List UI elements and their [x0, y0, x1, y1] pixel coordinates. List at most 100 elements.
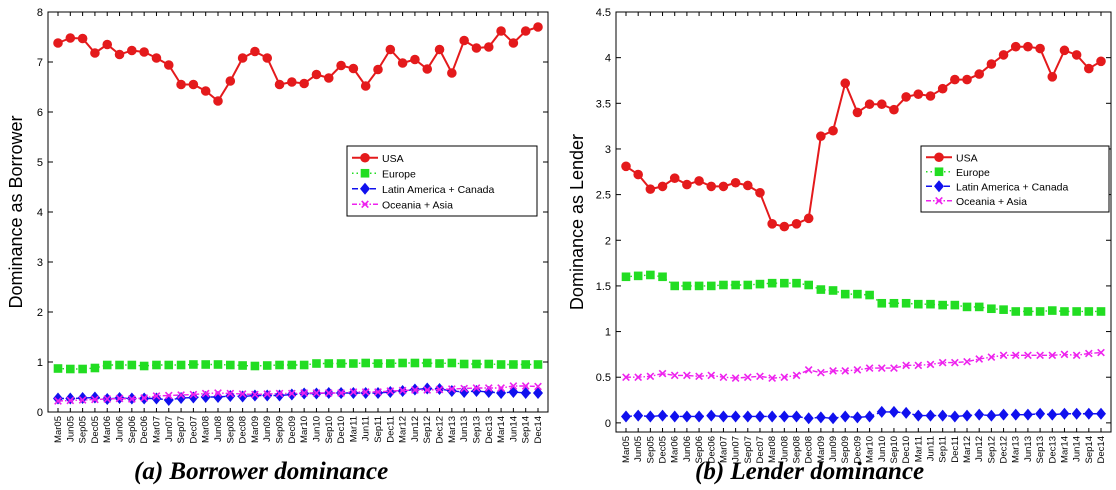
- x-tick-label: Jun10: [311, 416, 322, 442]
- data-point: [324, 389, 333, 397]
- data-point: [694, 176, 704, 186]
- data-point: [779, 410, 790, 423]
- data-point: [1023, 307, 1033, 316]
- data-point: [890, 364, 898, 372]
- chart-b: 0 0.5 1 1.5 2 2.5 3 3.5 4 4.5 Dominance as Lender M…: [567, 7, 1112, 463]
- data-point: [975, 355, 984, 363]
- data-point: [719, 373, 728, 382]
- data-point: [1072, 307, 1081, 316]
- x-tick-label: Jun13: [459, 416, 470, 442]
- data-point: [987, 353, 996, 361]
- data-point: [888, 405, 899, 418]
- data-point: [865, 364, 874, 372]
- legend: USA Europe Latin America + Canada Oceania +…: [346, 145, 538, 217]
- data-point: [1048, 351, 1057, 360]
- legend-marker: [934, 167, 944, 177]
- data-point: [189, 390, 198, 399]
- data-point: [54, 397, 62, 405]
- data-point: [998, 408, 1009, 421]
- x-tick-label: Jun06: [115, 416, 126, 442]
- data-point: [533, 387, 543, 399]
- data-point: [398, 386, 407, 395]
- data-point: [508, 38, 519, 48]
- data-point: [876, 405, 887, 418]
- data-point: [901, 298, 911, 308]
- data-point: [398, 358, 407, 368]
- data-point: [472, 384, 481, 392]
- y-tick-label: 2: [37, 307, 43, 319]
- data-point: [816, 285, 826, 294]
- data-point: [791, 219, 802, 229]
- data-point: [852, 411, 863, 424]
- series-line: [57, 385, 539, 402]
- x-tick-label: Mar12: [962, 436, 973, 463]
- data-point: [1024, 351, 1032, 360]
- x-tick-label: Dec12: [435, 416, 446, 443]
- y-tick-label: 4: [605, 53, 611, 65]
- data-point: [520, 387, 531, 399]
- data-point: [621, 410, 631, 423]
- data-point: [889, 298, 899, 308]
- data-point: [792, 278, 801, 288]
- data-point: [484, 384, 493, 392]
- x-tick-label: Sep08: [225, 416, 236, 443]
- data-point: [682, 179, 692, 190]
- data-point: [743, 280, 753, 290]
- data-point: [226, 389, 235, 398]
- data-point: [633, 409, 644, 422]
- data-point: [140, 394, 149, 402]
- data-point: [274, 389, 285, 402]
- x-tick-label: Mar12: [398, 416, 409, 443]
- data-point: [730, 410, 741, 423]
- data-point: [902, 361, 910, 370]
- data-point: [987, 304, 996, 314]
- data-point: [127, 360, 137, 370]
- data-point: [694, 410, 705, 423]
- data-point: [1097, 348, 1105, 357]
- x-tick-label: Sep10: [889, 436, 900, 463]
- data-point: [1035, 43, 1045, 54]
- data-point: [780, 373, 789, 382]
- data-point: [706, 281, 716, 291]
- legend-label: Latin America + Canada: [956, 181, 1069, 193]
- data-point: [646, 372, 655, 381]
- data-point: [840, 289, 850, 299]
- data-point: [361, 358, 370, 368]
- series-usa: [621, 41, 1106, 232]
- data-point: [950, 358, 959, 367]
- data-point: [925, 91, 936, 101]
- data-point: [459, 359, 469, 369]
- data-point: [472, 359, 481, 369]
- data-point: [152, 392, 161, 400]
- data-point: [658, 272, 667, 282]
- data-point: [1096, 407, 1106, 420]
- x-tick-label: Jun12: [410, 416, 421, 442]
- data-point: [361, 388, 370, 396]
- y-tick-label: 1: [37, 357, 43, 369]
- data-point: [53, 38, 63, 48]
- data-point: [768, 374, 777, 382]
- data-point: [78, 364, 87, 374]
- data-point: [1035, 407, 1046, 420]
- x-tick-label: Mar11: [913, 436, 924, 462]
- data-point: [633, 271, 643, 281]
- data-point: [422, 358, 432, 368]
- y-tick-label: 8: [37, 7, 43, 19]
- data-point: [90, 363, 100, 373]
- x-tick-label: Jun05: [633, 436, 644, 462]
- data-point: [962, 74, 972, 85]
- x-tick-label: Jun11: [361, 416, 372, 441]
- data-point: [520, 26, 531, 36]
- data-point: [755, 187, 765, 198]
- data-point: [201, 360, 210, 369]
- data-point: [669, 410, 680, 423]
- x-tick-label: Dec09: [287, 416, 298, 443]
- data-point: [324, 359, 334, 368]
- data-point: [718, 181, 729, 192]
- x-tick-label: Sep09: [275, 416, 286, 443]
- data-point: [299, 360, 309, 370]
- data-point: [779, 221, 790, 232]
- series-europe: [621, 270, 1106, 316]
- data-point: [77, 392, 88, 404]
- data-point: [1036, 351, 1044, 360]
